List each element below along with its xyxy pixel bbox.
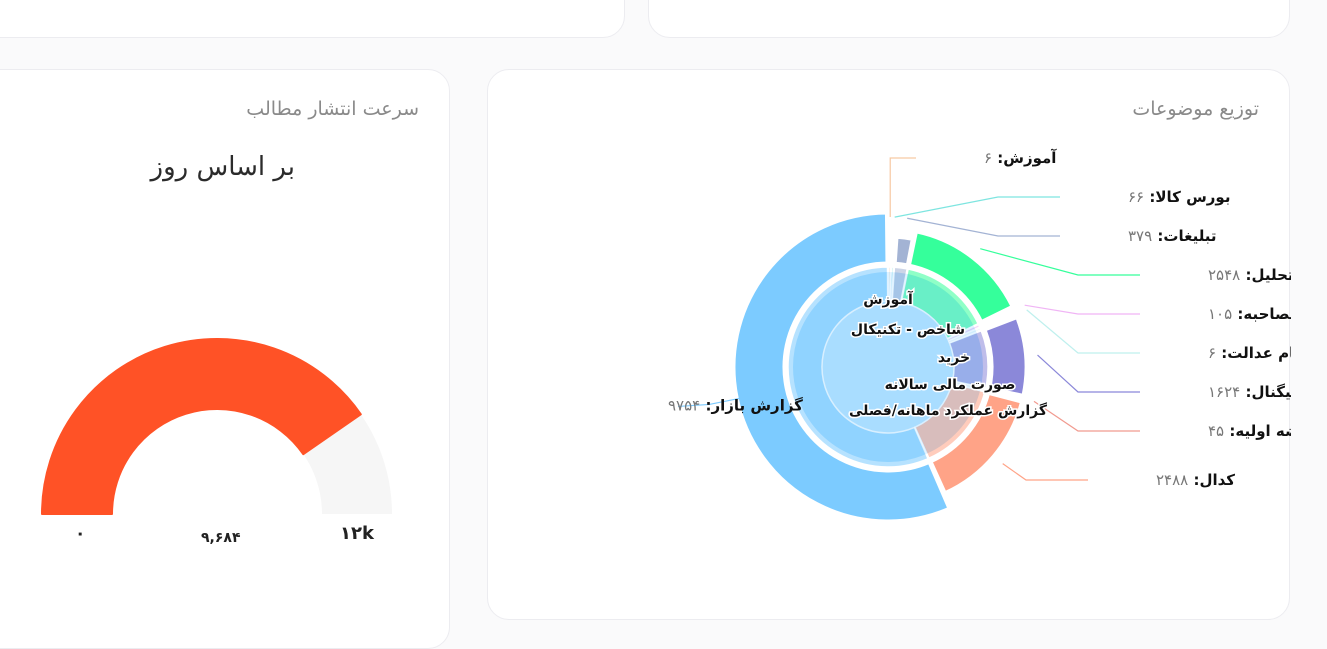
topic-pie-chart: آموزش: ۶ بورس کالا: ۶۶ تبلیغات: ۳۷۹ تحلیل: … <box>668 149 1291 523</box>
gauge-fill <box>41 338 362 515</box>
pie-slice <box>982 315 1010 330</box>
outer-label-value: ۹۷۵۴ <box>668 396 700 414</box>
leader-line <box>1002 463 1088 481</box>
outer-label: خبری - مصاحبه: ۱۰۵ <box>1208 305 1291 323</box>
publish-speed-title: سرعت انتشار مطالب <box>246 98 419 120</box>
leader-line <box>677 397 740 408</box>
leader-line <box>889 157 916 218</box>
outer-label: تبلیغات: ۳۷۹ <box>1128 227 1217 245</box>
leader-line <box>1024 304 1140 315</box>
outer-label: سهام عدالت: ۶ <box>1208 344 1291 362</box>
topic-distribution-title: توزیع موضوعات <box>1132 98 1259 120</box>
pie-slice <box>929 391 1023 495</box>
pie-slice <box>732 211 951 523</box>
outer-label-value: ۲۴۸۸ <box>1156 471 1188 489</box>
pie-inner-slice <box>787 266 930 468</box>
outer-label-value: ۶ <box>984 149 992 167</box>
leader-line <box>1026 309 1140 354</box>
outer-label: بورس کالا: ۶۶ <box>1128 188 1230 206</box>
outer-label: تحلیل: ۲۵۴۸ <box>1208 266 1291 284</box>
gauge-value-label: ۹,۶۸۴ <box>201 530 241 546</box>
outer-label-value: ۲۵۴۸ <box>1208 266 1240 284</box>
pie-inner-slice <box>948 329 989 389</box>
leader-line <box>1033 400 1140 432</box>
inner-label: شاخص - تکنیکال <box>851 322 965 338</box>
top-right-card <box>648 0 1290 38</box>
center-disc <box>824 303 952 431</box>
outer-label-value: ۴۵ <box>1208 422 1224 440</box>
leader-line <box>907 217 1060 237</box>
outer-label: آموزش: ۶ <box>984 149 1057 167</box>
pie-slice <box>987 388 1017 399</box>
pie-slice <box>983 316 1028 397</box>
leader-line <box>1037 354 1140 393</box>
pie-slice <box>980 310 1009 327</box>
outer-label: سیگنال: ۱۶۲۴ <box>1208 383 1291 401</box>
outer-label-value: ۱۶۲۴ <box>1208 383 1240 401</box>
inner-label: صورت مالی سالانه <box>885 377 1016 393</box>
pie-slice <box>887 235 893 265</box>
outer-label-value: ۱۰۵ <box>1208 305 1232 323</box>
outer-label: گزارش بازار: ۹۷۵۴ <box>668 396 803 414</box>
topic-distribution-card: توزیع موضوعات آموزش: ۶ بورس کالا: ۶۶ تبلیغ… <box>487 69 1291 620</box>
gauge-min-label: ۰ <box>75 524 86 544</box>
pie-slice <box>907 230 1014 323</box>
top-left-card <box>0 0 625 38</box>
outer-label-value: ۳۷۹ <box>1128 227 1152 245</box>
pie-slice <box>893 235 914 267</box>
outer-label-value: ۶۶ <box>1128 188 1144 206</box>
inner-label: آموزش <box>863 290 914 308</box>
outer-label-value: ۶ <box>1208 344 1216 362</box>
pie-slice <box>890 235 896 265</box>
leader-line <box>894 196 1060 218</box>
publish-speed-card: سرعت انتشار مطالب بر اساس روز ۰ ۹,۶۸۴ ۱۲… <box>0 69 450 649</box>
gauge-max-label: ۱۲k <box>340 523 374 544</box>
inner-label: گزارش عملکرد ماهانه/فصلی <box>849 402 1048 419</box>
pie-inner-slice <box>900 268 980 340</box>
outer-label: کدال: ۲۴۸۸ <box>1156 471 1235 489</box>
inner-label: خرید <box>938 350 970 366</box>
leader-line <box>980 248 1140 276</box>
gauge-subtitle: بر اساس روز <box>150 152 295 182</box>
outer-label: عرضه اولیه: ۴۵ <box>1208 422 1291 440</box>
pie-inner-slice <box>914 382 986 460</box>
gauge-chart <box>41 338 392 515</box>
